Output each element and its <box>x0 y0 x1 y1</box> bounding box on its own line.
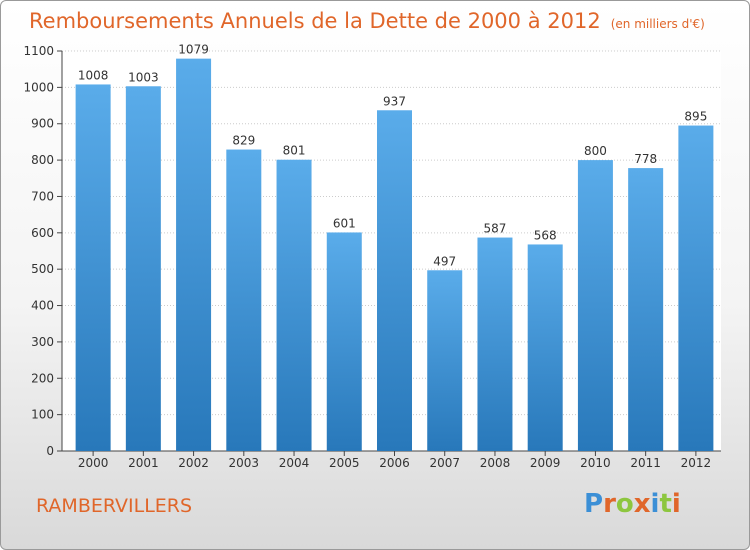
y-tick-label: 700 <box>31 189 54 203</box>
x-tick-label: 2005 <box>329 456 360 470</box>
chart-title-text: Remboursements Annuels de la Dette de 20… <box>29 9 601 33</box>
x-tick-label: 2011 <box>630 456 661 470</box>
y-tick-label: 0 <box>46 444 54 458</box>
y-tick-label: 300 <box>31 335 54 349</box>
logo-letter: i <box>671 489 681 519</box>
chart-subtitle: (en milliers d'€) <box>610 17 705 31</box>
data-label: 801 <box>283 144 306 158</box>
bar <box>527 244 563 451</box>
data-label: 587 <box>484 222 507 236</box>
data-label: 778 <box>634 152 657 166</box>
data-label: 1079 <box>178 43 209 57</box>
data-label: 829 <box>232 134 255 148</box>
bar <box>125 86 161 451</box>
bar <box>427 270 463 451</box>
bar <box>477 237 513 451</box>
bar <box>176 58 212 452</box>
bar <box>577 160 613 451</box>
y-tick-label: 600 <box>31 226 54 240</box>
y-tick-label: 1100 <box>23 44 54 58</box>
bar <box>276 159 312 451</box>
y-tick-label: 1000 <box>23 80 54 94</box>
data-label: 800 <box>584 144 607 158</box>
data-label: 1003 <box>128 70 159 84</box>
y-tick-label: 200 <box>31 371 54 385</box>
y-tick-label: 100 <box>31 408 54 422</box>
bar <box>75 84 111 452</box>
y-tick-label: 400 <box>31 299 54 313</box>
data-label: 497 <box>433 254 456 268</box>
logo-letter: o <box>615 489 634 519</box>
x-tick-label: 2010 <box>580 456 611 470</box>
x-tick-label: 2009 <box>530 456 561 470</box>
x-tick-label: 2012 <box>681 456 712 470</box>
y-tick-label: 900 <box>31 117 54 131</box>
x-tick-label: 2008 <box>480 456 511 470</box>
logo-letter: r <box>603 489 616 519</box>
x-tick-label: 2002 <box>178 456 209 470</box>
data-label: 895 <box>684 110 707 124</box>
bar <box>377 110 412 451</box>
data-label: 1008 <box>78 68 109 82</box>
bar <box>326 232 362 451</box>
data-label: 601 <box>333 216 356 230</box>
x-tick-label: 2001 <box>128 456 159 470</box>
data-label: 937 <box>383 94 406 108</box>
logo-letter: x <box>633 489 651 519</box>
logo-letter: P <box>584 489 604 519</box>
bar <box>226 149 262 451</box>
data-label: 568 <box>534 228 557 242</box>
x-tick-label: 2000 <box>78 456 109 470</box>
proxiti-logo: Proxiti <box>584 489 681 519</box>
y-tick-label: 800 <box>31 153 54 167</box>
x-tick-label: 2007 <box>429 456 460 470</box>
x-tick-label: 2006 <box>379 456 410 470</box>
x-tick-label: 2004 <box>279 456 310 470</box>
x-tick-label: 2003 <box>229 456 260 470</box>
logo-letter: i <box>650 489 660 519</box>
logo-letter: t <box>659 489 672 519</box>
bar <box>678 125 714 451</box>
bar <box>628 168 664 451</box>
chart-title: Remboursements Annuels de la Dette de 20… <box>29 9 705 33</box>
y-tick-label: 500 <box>31 262 54 276</box>
commune-name: RAMBERVILLERS <box>36 495 193 517</box>
